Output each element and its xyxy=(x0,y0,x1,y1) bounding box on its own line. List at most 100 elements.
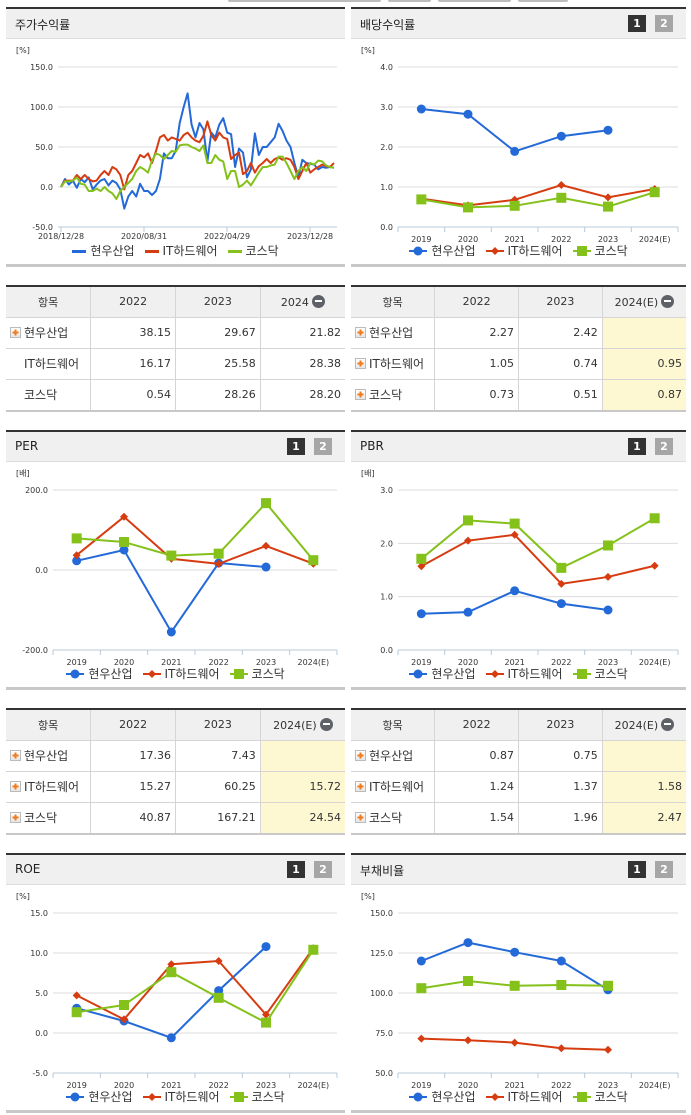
svg-text:[%]: [%] xyxy=(16,46,30,55)
table-row: 현우산업 0.87 0.75 xyxy=(351,739,686,771)
page-2-button[interactable]: 2 xyxy=(655,861,673,878)
expand-plus-icon[interactable] xyxy=(355,327,366,338)
pbr-chart: [배] 3.0 2.0 1.0 0.0 2019 2020 2021 2022 2023 2024(… xyxy=(361,469,679,667)
expand-plus-icon[interactable] xyxy=(10,781,21,792)
legend-label: IT하드웨어 xyxy=(507,1090,563,1104)
page-1-button[interactable]: 1 xyxy=(287,438,305,455)
page-2-button[interactable]: 2 xyxy=(314,438,332,455)
legend-label: IT하드웨어 xyxy=(164,1090,220,1104)
legend-item-industry[interactable]: IT하드웨어 xyxy=(144,242,218,259)
svg-text:2020: 2020 xyxy=(114,1081,134,1090)
expand-plus-icon[interactable] xyxy=(10,750,21,761)
legend-label: 현우산업 xyxy=(88,667,133,681)
column-header-label: 2024 xyxy=(280,295,309,309)
series-index xyxy=(416,187,660,213)
cell-value: 0.51 xyxy=(518,378,603,410)
legend-item-company[interactable]: 현우산업 xyxy=(72,242,135,259)
svg-text:[%]: [%] xyxy=(16,892,30,901)
page-1-button[interactable]: 1 xyxy=(628,438,646,455)
legend-label: 현우산업 xyxy=(88,1090,133,1104)
page-1-button[interactable]: 1 xyxy=(628,15,646,32)
row-label-text: 코스닥 xyxy=(24,388,58,403)
column-header: 2024 xyxy=(259,287,345,317)
svg-text:2023/12/28: 2023/12/28 xyxy=(287,232,333,241)
page-2-button[interactable]: 2 xyxy=(655,15,673,32)
stock-return-panel: 주가수익률 [%] 150.0 100.0 50.0 0.0 -50.0 2018/12/2… xyxy=(6,7,345,267)
top-tab[interactable] xyxy=(518,0,568,2)
page-2-button[interactable]: 2 xyxy=(655,438,673,455)
svg-text:2023: 2023 xyxy=(598,235,618,244)
svg-text:2024(E): 2024(E) xyxy=(639,658,671,667)
svg-text:50.0: 50.0 xyxy=(35,143,53,152)
table-row: 코스닥 1.54 1.96 2.47 xyxy=(351,801,686,833)
page-2-button[interactable]: 2 xyxy=(314,861,332,878)
legend-item-index[interactable]: 코스닥 xyxy=(229,665,285,682)
svg-text:[%]: [%] xyxy=(361,892,375,901)
legend-item-company[interactable]: 현우산업 xyxy=(66,665,133,682)
legend-item-index[interactable]: 코스닥 xyxy=(572,665,628,682)
chart-legend: 현우산업 IT하드웨어 코스닥 xyxy=(6,665,345,682)
expand-plus-icon[interactable] xyxy=(355,750,366,761)
collapse-minus-icon[interactable] xyxy=(311,294,325,308)
cell-value: 28.20 xyxy=(259,378,345,410)
series-company xyxy=(60,92,335,210)
cell-value: 1.05 xyxy=(434,347,519,379)
cell-value: 28.26 xyxy=(175,378,261,410)
legend-item-industry[interactable]: IT하드웨어 xyxy=(485,665,563,682)
page-1-button[interactable]: 1 xyxy=(628,861,646,878)
legend-line-icon xyxy=(144,249,159,253)
page-1-button[interactable]: 1 xyxy=(287,861,305,878)
collapse-minus-icon[interactable] xyxy=(319,717,333,731)
cell-value: 0.73 xyxy=(434,378,519,410)
svg-text:1.0: 1.0 xyxy=(380,593,393,602)
chart-pager: 1 2 xyxy=(628,861,673,878)
legend-item-industry[interactable]: IT하드웨어 xyxy=(485,242,563,259)
legend-item-company[interactable]: 현우산업 xyxy=(409,1088,476,1105)
svg-text:2022: 2022 xyxy=(551,1081,571,1090)
legend-item-industry[interactable]: IT하드웨어 xyxy=(142,665,220,682)
series-index xyxy=(416,513,660,573)
svg-text:100.0: 100.0 xyxy=(370,989,393,998)
expand-plus-icon[interactable] xyxy=(355,358,366,369)
expand-plus-icon[interactable] xyxy=(10,812,21,824)
legend-item-company[interactable]: 현우산업 xyxy=(66,1088,133,1105)
expand-plus-icon[interactable] xyxy=(10,327,21,338)
svg-text:2021: 2021 xyxy=(504,1081,524,1090)
top-tab[interactable] xyxy=(228,0,381,2)
legend-diamond-marker-icon xyxy=(485,246,504,255)
top-tab[interactable] xyxy=(438,0,511,2)
chart-legend: 현우산업 IT하드웨어 코스닥 xyxy=(351,1088,686,1105)
expand-plus-icon[interactable] xyxy=(355,389,366,401)
legend-item-company[interactable]: 현우산업 xyxy=(409,242,476,259)
expand-plus-icon[interactable] xyxy=(355,781,366,792)
collapse-minus-icon[interactable] xyxy=(661,717,675,731)
row-label-text: 코스닥 xyxy=(369,388,403,403)
column-header: 항목 xyxy=(6,287,91,317)
row-label: IT하드웨어 xyxy=(6,770,91,802)
legend-item-industry[interactable]: IT하드웨어 xyxy=(485,1088,563,1105)
expand-plus-icon[interactable] xyxy=(355,812,366,824)
svg-text:100.0: 100.0 xyxy=(30,103,53,112)
legend-item-index[interactable]: 코스닥 xyxy=(572,1088,628,1105)
collapse-minus-icon[interactable] xyxy=(661,294,675,308)
cell-value: 1.96 xyxy=(518,801,603,833)
legend-item-index[interactable]: 코스닥 xyxy=(572,242,628,259)
svg-text:2021: 2021 xyxy=(504,658,524,667)
legend-item-index[interactable]: 코스닥 xyxy=(227,242,279,259)
legend-item-industry[interactable]: IT하드웨어 xyxy=(142,1088,220,1105)
legend-item-index[interactable]: 코스닥 xyxy=(229,1088,285,1105)
svg-text:10.0: 10.0 xyxy=(30,949,48,958)
cell-value: 0.87 xyxy=(434,739,519,771)
svg-text:1.0: 1.0 xyxy=(380,183,393,192)
legend-diamond-marker-icon xyxy=(485,1092,504,1101)
row-label: 현우산업 xyxy=(351,316,435,348)
legend-item-company[interactable]: 현우산업 xyxy=(409,665,476,682)
svg-text:2019: 2019 xyxy=(66,1081,86,1090)
top-tab[interactable] xyxy=(388,0,431,2)
roe-chart: [%]15.0 10.0 5.0 0.0 -5.0 2019 2020 2021 2022 202… xyxy=(16,892,338,1090)
table-row: IT하드웨어 16.17 25.58 28.38 xyxy=(6,347,345,379)
legend-label: 코스닥 xyxy=(594,667,628,681)
legend-square-marker-icon xyxy=(572,245,591,256)
panel-title: 배당수익률 xyxy=(360,18,416,32)
